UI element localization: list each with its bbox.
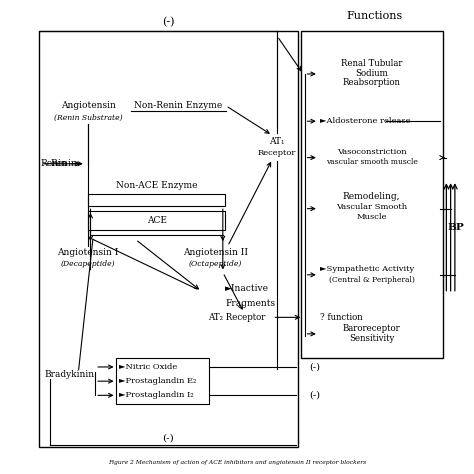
Text: Renin: Renin <box>50 159 77 168</box>
Text: ►Aldosterone release: ►Aldosterone release <box>319 117 410 125</box>
Bar <box>38 31 299 447</box>
Text: Non-Renin Enzyme: Non-Renin Enzyme <box>134 101 222 110</box>
Text: Angiotensin II: Angiotensin II <box>183 247 248 256</box>
Text: Vascular Smooth: Vascular Smooth <box>336 203 407 211</box>
Text: Non-ACE Enzyme: Non-ACE Enzyme <box>116 181 197 190</box>
Text: ►Inactive: ►Inactive <box>225 284 269 293</box>
Text: AT₂ Receptor: AT₂ Receptor <box>208 313 266 322</box>
Text: Sodium: Sodium <box>356 69 388 78</box>
Text: Functions: Functions <box>346 11 402 21</box>
Text: ►Prostaglandin E₂: ►Prostaglandin E₂ <box>119 377 196 385</box>
Text: Reabsorption: Reabsorption <box>343 78 401 87</box>
Text: ►Prostaglandin I₂: ►Prostaglandin I₂ <box>119 392 193 399</box>
Text: Figure 2 Mechanism of action of ACE inhibitors and angiotensin II receptor block: Figure 2 Mechanism of action of ACE inhi… <box>108 460 366 465</box>
Text: Remodeling,: Remodeling, <box>343 192 401 201</box>
Text: ►Sympathetic Activity: ►Sympathetic Activity <box>319 265 414 273</box>
Text: Angiotensin I: Angiotensin I <box>57 247 119 256</box>
Text: vascular smooth muscle: vascular smooth muscle <box>326 158 418 166</box>
Text: Angiotensin: Angiotensin <box>61 101 116 110</box>
Text: BP: BP <box>447 223 464 232</box>
Text: (-): (-) <box>162 17 175 27</box>
Bar <box>301 31 443 357</box>
Text: Receptor: Receptor <box>258 149 296 157</box>
Text: ACE: ACE <box>146 216 167 225</box>
Text: Renal Tubular: Renal Tubular <box>341 59 402 68</box>
Text: AT₁: AT₁ <box>269 137 285 146</box>
Bar <box>88 194 225 206</box>
Text: (Renin Substrate): (Renin Substrate) <box>54 114 122 122</box>
Bar <box>88 211 225 230</box>
Text: Bradykinin: Bradykinin <box>44 370 94 379</box>
Bar <box>117 358 209 404</box>
Text: (-): (-) <box>310 391 320 400</box>
Text: (-): (-) <box>310 363 320 372</box>
Text: (-): (-) <box>163 433 174 442</box>
Text: (Octapeptide): (Octapeptide) <box>189 260 242 268</box>
Text: (Central & Peripheral): (Central & Peripheral) <box>329 275 415 283</box>
Text: (Decapeptide): (Decapeptide) <box>61 260 116 268</box>
Text: Sensitivity: Sensitivity <box>349 334 394 343</box>
Text: Vasoconstriction: Vasoconstriction <box>337 148 407 156</box>
Text: ►Nitric Oxide: ►Nitric Oxide <box>119 363 177 371</box>
Text: Muscle: Muscle <box>356 213 387 221</box>
Text: ? function: ? function <box>319 313 362 322</box>
Text: Baroreceptor: Baroreceptor <box>343 324 401 333</box>
Text: Fragments: Fragments <box>225 299 275 308</box>
Text: Renin: Renin <box>41 159 68 168</box>
